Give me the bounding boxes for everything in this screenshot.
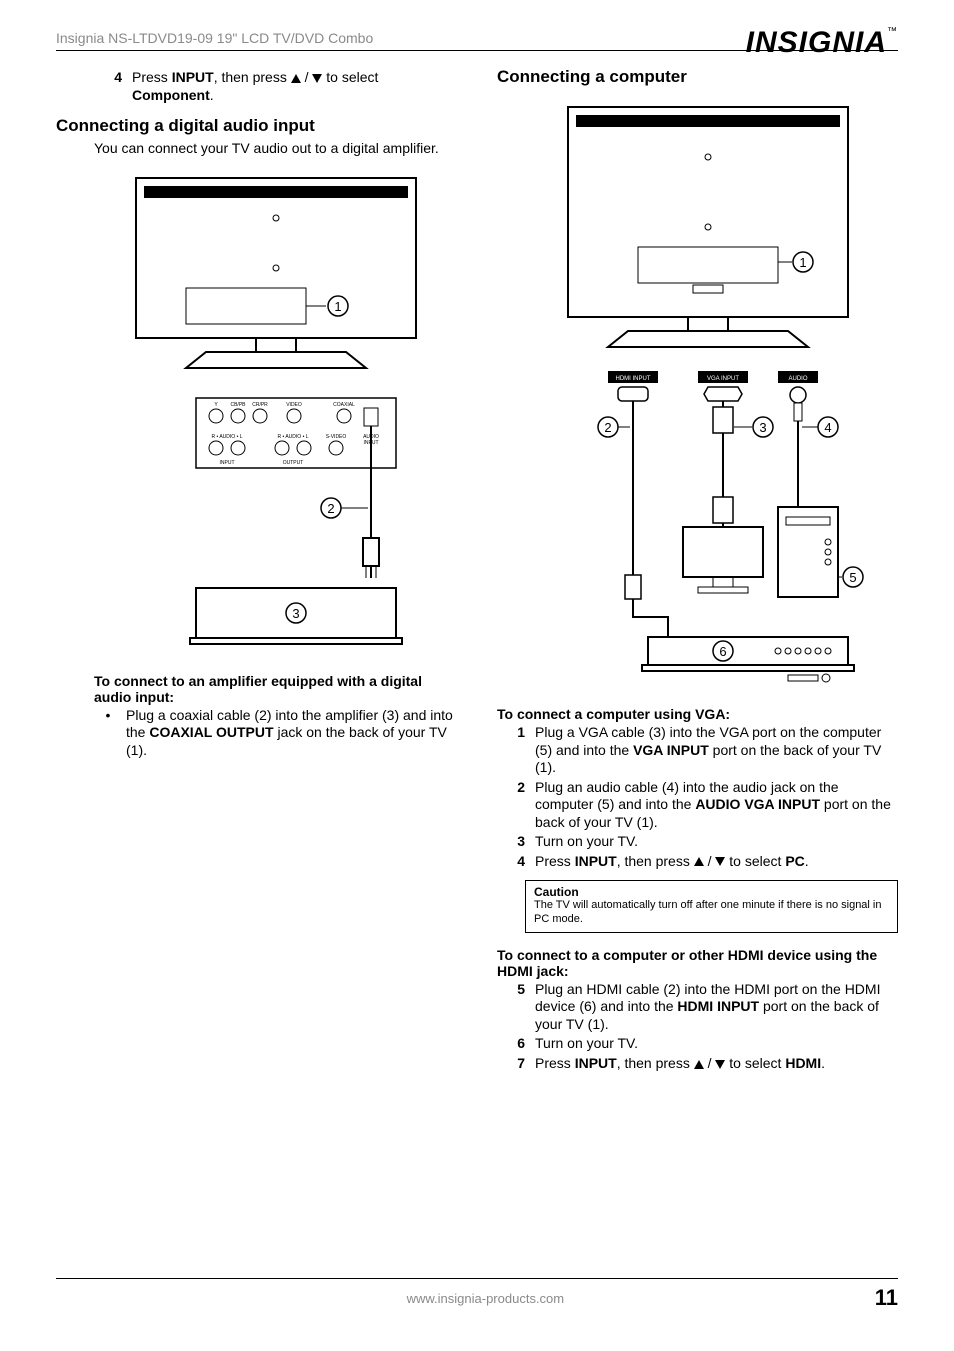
procedure-title-audio: To connect to an amplifier equipped with… [94, 673, 457, 705]
svg-text:2: 2 [327, 501, 334, 516]
svg-text:R • AUDIO • L: R • AUDIO • L [211, 434, 242, 440]
step-body: Press INPUT, then press / to select HDMI… [535, 1055, 898, 1073]
step-body: Press INPUT, then press / to select PC. [535, 853, 898, 871]
svg-text:2: 2 [604, 420, 611, 435]
arrow-up-icon [694, 857, 704, 866]
step-body: Plug an HDMI cable (2) into the HDMI por… [535, 981, 898, 1034]
caution-body: The TV will automatically turn off after… [534, 899, 889, 925]
step-number: 1 [497, 724, 535, 777]
arrow-down-icon [312, 74, 322, 83]
step-number: 5 [497, 981, 535, 1034]
right-column: Connecting a computer 1 [497, 67, 898, 1074]
svg-text:AUDIO: AUDIO [788, 376, 807, 382]
step-body: Plug an audio cable (4) into the audio j… [535, 779, 898, 832]
proc1-steps: 1Plug a VGA cable (3) into the VGA port … [497, 724, 898, 870]
svg-text:CB/PB: CB/PB [230, 402, 246, 408]
arrow-down-icon [715, 1060, 725, 1069]
footer: www.insignia-products.com 11 [56, 1278, 898, 1311]
svg-text:3: 3 [292, 606, 299, 621]
arrow-up-icon [291, 74, 301, 83]
svg-text:OUTPUT: OUTPUT [282, 460, 303, 466]
bullet-body: Plug a coaxial cable (2) into the amplif… [126, 707, 457, 760]
step-number: 4 [497, 853, 535, 871]
page-number: 11 [875, 1285, 898, 1311]
svg-text:1: 1 [334, 299, 341, 314]
svg-text:1: 1 [799, 255, 806, 270]
step-number: 3 [497, 833, 535, 851]
bullet-icon: • [94, 707, 126, 760]
step-body: Turn on your TV. [535, 833, 898, 851]
step-number: 2 [497, 779, 535, 832]
figure-computer: 1 HDMI INPUT VGA INPUT AUDIO [517, 97, 898, 692]
proc2-steps: 5Plug an HDMI cable (2) into the HDMI po… [497, 981, 898, 1073]
left-column: 4 Press INPUT, then press / to select Co… [56, 67, 457, 1074]
svg-text:CR/PR: CR/PR [252, 402, 268, 408]
svg-text:5: 5 [849, 570, 856, 585]
caution-box: Caution The TV will automatically turn o… [525, 880, 898, 933]
svg-text:4: 4 [824, 420, 831, 435]
svg-text:COAXIAL: COAXIAL [333, 402, 355, 408]
svg-text:R • AUDIO • L: R • AUDIO • L [277, 434, 308, 440]
svg-text:INPUT: INPUT [219, 460, 234, 466]
step-body: Turn on your TV. [535, 1035, 898, 1053]
svg-text:HDMI INPUT: HDMI INPUT [615, 376, 650, 382]
figure-audio: 1 Y CB/PB CR/PR VIDEO COAXIAL R • AUDIO … [94, 168, 457, 663]
step-number: 4 [94, 69, 132, 104]
footer-url: www.insignia-products.com [96, 1291, 875, 1306]
arrow-down-icon [715, 857, 725, 866]
step-number: 6 [497, 1035, 535, 1053]
brand-logo: INSIGNIA™ [746, 26, 898, 60]
svg-text:VGA INPUT: VGA INPUT [706, 376, 738, 382]
svg-text:Y: Y [214, 402, 218, 408]
step-body: Press INPUT, then press / to select Comp… [132, 69, 457, 104]
section-intro: You can connect your TV audio out to a d… [94, 140, 457, 158]
step-number: 7 [497, 1055, 535, 1073]
svg-text:6: 6 [719, 644, 726, 659]
procedure-title-vga: To connect a computer using VGA: [497, 706, 898, 722]
section-title-audio: Connecting a digital audio input [56, 116, 457, 136]
procedure-title-hdmi: To connect to a computer or other HDMI d… [497, 947, 898, 979]
section-title-computer: Connecting a computer [497, 67, 898, 87]
arrow-up-icon [694, 1060, 704, 1069]
svg-text:3: 3 [759, 420, 766, 435]
step-body: Plug a VGA cable (3) into the VGA port o… [535, 724, 898, 777]
caution-title: Caution [534, 885, 889, 899]
svg-text:VIDEO: VIDEO [286, 402, 302, 408]
svg-text:S-VIDEO: S-VIDEO [325, 434, 346, 440]
